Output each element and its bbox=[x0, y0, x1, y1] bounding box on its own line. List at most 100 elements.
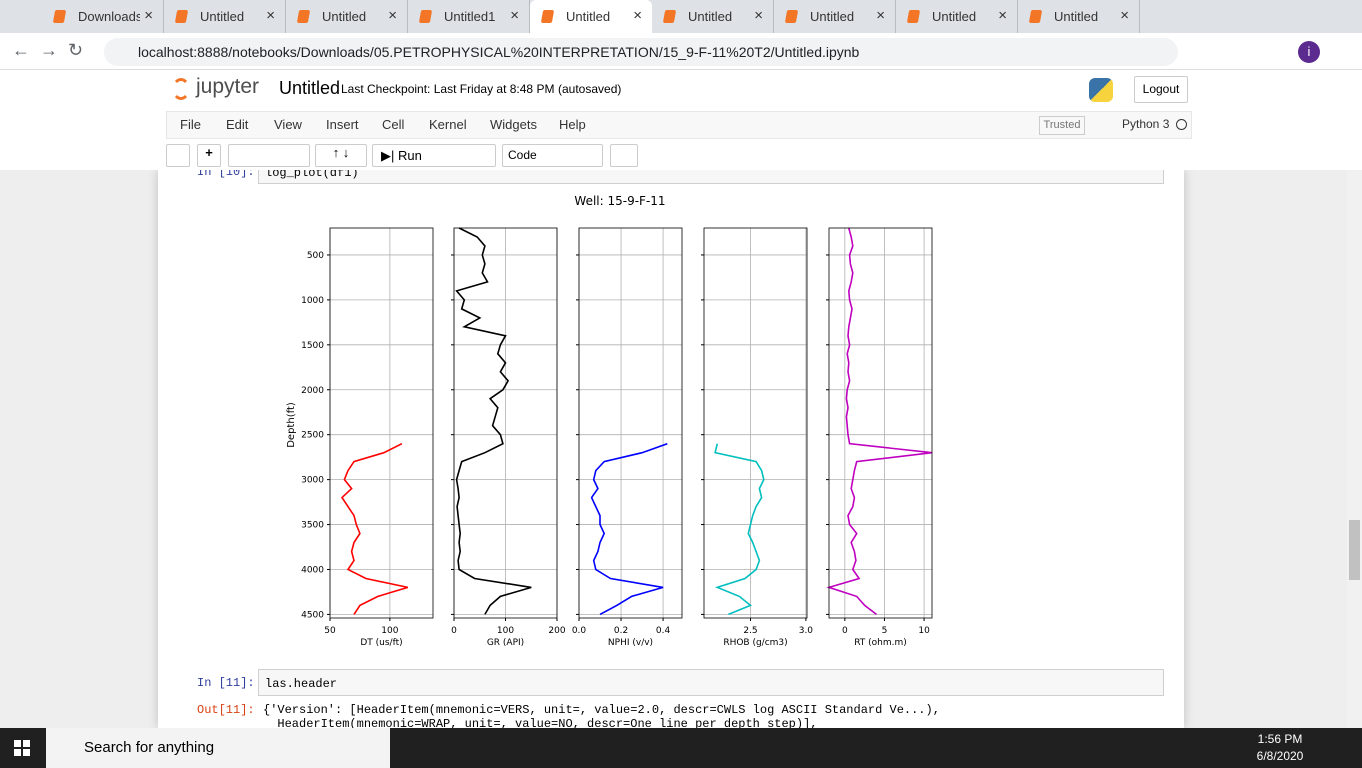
insert-button[interactable]: + bbox=[197, 144, 221, 167]
x-tick-label: 50 bbox=[324, 626, 336, 636]
track-border bbox=[703, 227, 808, 619]
start-button[interactable] bbox=[14, 740, 30, 756]
tab-close[interactable]: × bbox=[754, 7, 763, 24]
kernel-indicator bbox=[1176, 119, 1187, 130]
keyboard-button[interactable] bbox=[610, 144, 638, 167]
checkpoint: Last Checkpoint: Last Friday at 8:48 PM bbox=[341, 82, 555, 96]
chart-title: Well: 15-9-F-11 bbox=[574, 194, 665, 208]
tab-title: Untitled bbox=[566, 9, 611, 24]
cell-prompt: In [10]: bbox=[197, 170, 255, 179]
y-tick-label: 500 bbox=[307, 251, 324, 261]
menu-bar bbox=[166, 111, 1192, 139]
menu-item[interactable]: Insert bbox=[326, 117, 359, 132]
y-tick-label: 4000 bbox=[301, 565, 324, 575]
cell-type-select[interactable]: Code bbox=[502, 144, 603, 167]
log-curve bbox=[457, 228, 532, 614]
browser-tab[interactable]: Untitled1 × bbox=[408, 0, 530, 33]
menu-item[interactable]: File bbox=[180, 117, 201, 132]
y-tick-label: 1500 bbox=[301, 341, 324, 351]
code-input[interactable]: las.header bbox=[258, 669, 1164, 696]
track-label: RHOB (g/cm3) bbox=[723, 638, 787, 648]
x-tick-label: 5 bbox=[882, 626, 888, 636]
menu-item[interactable]: Kernel bbox=[429, 117, 467, 132]
x-tick-label: 0.2 bbox=[614, 626, 628, 636]
menu-item[interactable]: Help bbox=[559, 117, 586, 132]
jupyter-logo-mark bbox=[172, 78, 190, 100]
address-bar: ← → ↻ localhost:8888/notebooks/Downloads… bbox=[0, 33, 1362, 70]
track-border bbox=[329, 227, 434, 619]
y-tick-label: 1000 bbox=[301, 296, 324, 306]
tab-close[interactable]: × bbox=[266, 7, 275, 24]
browser-tab[interactable]: Untitled × bbox=[1018, 0, 1140, 33]
browser-tab[interactable]: Untitled × bbox=[652, 0, 774, 33]
save-button[interactable] bbox=[166, 144, 190, 167]
tab-title: Untitled bbox=[1054, 9, 1099, 24]
y-tick-label: 2500 bbox=[301, 431, 324, 441]
browser-tab[interactable]: Untitled × bbox=[774, 0, 896, 33]
track-label: NPHI (v/v) bbox=[608, 638, 653, 648]
x-tick-label: 200 bbox=[548, 626, 565, 636]
tab-title: Untitled bbox=[688, 9, 733, 24]
logout-button[interactable]: Logout bbox=[1134, 76, 1188, 103]
y-tick-label: 4500 bbox=[301, 610, 324, 620]
x-tick-label: 0 bbox=[842, 626, 848, 636]
jupyter-logo[interactable]: jupyter bbox=[196, 75, 260, 98]
menu-item[interactable]: Widgets bbox=[490, 117, 537, 132]
tab-close[interactable]: × bbox=[388, 7, 397, 24]
tab-close[interactable]: × bbox=[510, 7, 519, 24]
url-field[interactable]: localhost:8888/notebooks/Downloads/05.PE… bbox=[104, 38, 1178, 66]
out-prompt: Out[11]: bbox=[197, 703, 255, 717]
track-frame bbox=[704, 228, 807, 618]
trusted-indicator[interactable]: Trusted bbox=[1039, 116, 1085, 135]
run-button[interactable]: ▶| Run bbox=[372, 144, 496, 167]
x-tick-label: 2.5 bbox=[743, 626, 757, 636]
profile-avatar[interactable]: i bbox=[1298, 41, 1320, 63]
browser-tab[interactable]: Untitled × bbox=[286, 0, 408, 33]
y-tick-label: 2000 bbox=[301, 386, 324, 396]
x-tick-label: 3.0 bbox=[799, 626, 814, 636]
log-curve bbox=[715, 444, 764, 615]
tab-icon bbox=[784, 10, 799, 23]
browser-tab[interactable]: Untitled × bbox=[530, 0, 652, 33]
tab-close[interactable]: × bbox=[876, 7, 885, 24]
nav-buttons[interactable]: ← → ↻ bbox=[12, 40, 84, 60]
cell-prompt: In [11]: bbox=[197, 676, 255, 690]
tab-close[interactable]: × bbox=[998, 7, 1007, 24]
browser-tab[interactable]: Downloads × bbox=[42, 0, 164, 33]
tab-bar: Downloads × Untitled × Untitled × Untitled1 × Un… bbox=[0, 0, 1362, 33]
tab-icon bbox=[418, 10, 433, 23]
browser-tab[interactable]: Untitled × bbox=[164, 0, 286, 33]
clock-date: 6/8/2020 bbox=[1256, 749, 1304, 763]
log-curve bbox=[829, 228, 932, 614]
tab-icon bbox=[52, 10, 67, 23]
tab-close[interactable]: × bbox=[633, 7, 642, 24]
python-logo bbox=[1089, 78, 1113, 102]
output-line: {'Version': [HeaderItem(mnemonic=VERS, u… bbox=[263, 703, 940, 717]
search-box[interactable]: Search for anything bbox=[46, 728, 390, 768]
tab-title: Downloads bbox=[78, 9, 140, 24]
browser-tab[interactable]: Untitled × bbox=[896, 0, 1018, 33]
scrollbar[interactable] bbox=[1347, 170, 1362, 728]
tab-close[interactable]: × bbox=[144, 7, 153, 24]
tab-close[interactable]: × bbox=[1120, 7, 1129, 24]
tab-icon bbox=[174, 10, 189, 23]
tab-icon bbox=[906, 10, 921, 23]
x-tick-label: 10 bbox=[918, 626, 930, 636]
kernel-name: Python 3 bbox=[1122, 117, 1170, 131]
menu-item[interactable]: Cell bbox=[382, 117, 405, 132]
tab-title: Untitled bbox=[810, 9, 855, 24]
menu-item[interactable]: View bbox=[274, 117, 302, 132]
output-line: HeaderItem(mnemonic=WRAP, unit=, value=N… bbox=[263, 717, 818, 728]
tab-title: Untitled bbox=[322, 9, 367, 24]
y-tick-label: 3000 bbox=[301, 476, 324, 486]
y-axis-label: Depth(ft) bbox=[286, 402, 297, 448]
notebook-name[interactable]: Untitled bbox=[279, 78, 341, 98]
menu-item[interactable]: Edit bbox=[226, 117, 249, 132]
x-tick-label: 0.4 bbox=[656, 626, 671, 636]
code-input[interactable]: log_plot(df1) bbox=[258, 170, 1164, 184]
move-buttons[interactable]: ↑ ↓ bbox=[315, 144, 367, 167]
clipboard-buttons[interactable] bbox=[228, 144, 310, 167]
track-frame bbox=[579, 228, 682, 618]
tab-title: Untitled1 bbox=[444, 9, 496, 24]
